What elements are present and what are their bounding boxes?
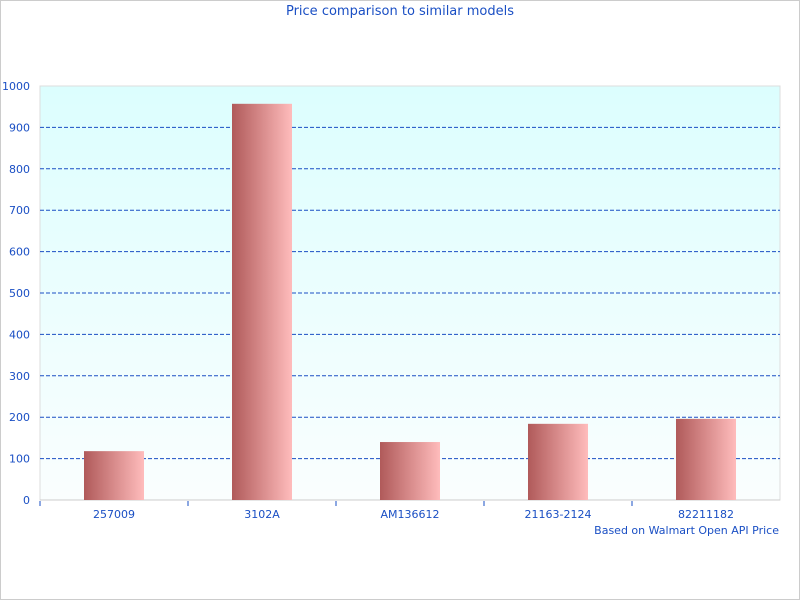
- x-tick-label: 257009: [93, 508, 135, 521]
- y-tick-label: 600: [9, 246, 30, 259]
- x-tick-label: 82211182: [678, 508, 734, 521]
- bar-257009: [84, 451, 144, 500]
- y-tick-label: 100: [9, 453, 30, 466]
- y-tick-label: 400: [9, 328, 30, 341]
- y-tick-label: 1000: [2, 80, 30, 93]
- y-tick-label: 200: [9, 411, 30, 424]
- y-tick-label: 500: [9, 287, 30, 300]
- y-tick-label: 300: [9, 370, 30, 383]
- y-tick-label: 0: [23, 494, 30, 507]
- bar-82211182: [676, 418, 736, 500]
- bar-21163-2124: [528, 423, 588, 500]
- x-tick-label: 3102A: [244, 508, 280, 521]
- x-tick-label: 21163-2124: [525, 508, 592, 521]
- x-tick-label: AM136612: [380, 508, 439, 521]
- chart-title: Price comparison to similar models: [285, 4, 515, 19]
- y-tick-label: 900: [9, 121, 30, 134]
- bar-3102A: [232, 103, 292, 500]
- source-note: Based on Walmart Open API Price: [594, 524, 779, 537]
- y-tick-label: 700: [9, 204, 30, 217]
- y-tick-label: 800: [9, 163, 30, 176]
- bar-AM136612: [380, 442, 440, 500]
